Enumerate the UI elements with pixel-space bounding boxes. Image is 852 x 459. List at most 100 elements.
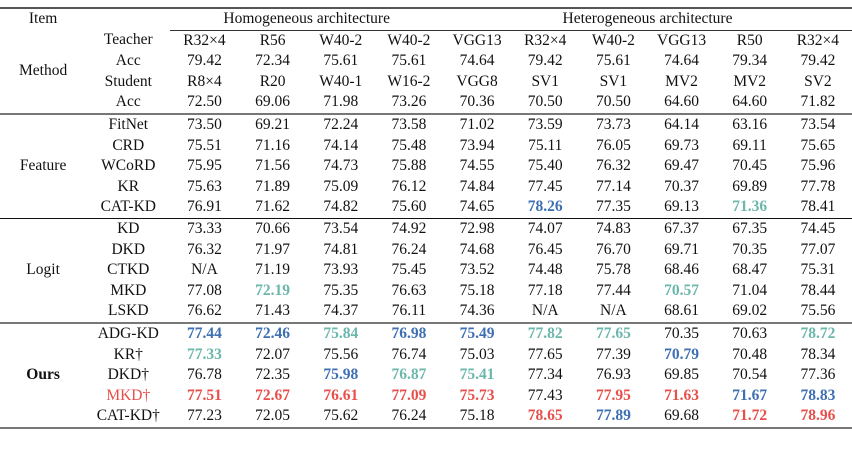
result-cell: 71.04 [732,281,768,299]
result-cell: 71.72 [732,407,768,425]
result-cell: 74.07 [527,219,563,237]
result-cell: 77.34 [527,366,563,384]
cell: R56 [259,31,286,49]
heterogeneous-header: Heterogeneous architecture [443,8,852,31]
result-cell: 69.71 [664,240,699,258]
result-cell: 72.35 [255,366,291,384]
cell: 70.50 [527,93,563,111]
table-row: CTKD N/A 71.19 73.93 75.45 73.52 74.48 75.78 68.… [0,260,852,281]
cell: 79.42 [187,52,222,70]
result-cell: 71.02 [459,115,495,133]
result-cell: 70.45 [732,157,768,175]
cell: 73.26 [391,93,427,111]
cell: VGG13 [452,31,502,49]
method-name: LSKD [108,302,149,320]
result-cell: 71.67 [732,386,768,404]
result-cell: 75.48 [391,136,427,154]
cell: SV1 [599,72,628,90]
table-row: Feature FitNet 73.50 69.21 72.24 73.58 71.02 73… [0,114,852,174]
result-cell: 69.85 [664,366,699,384]
table-row: CAT-KD 76.91 71.62 74.82 75.60 74.65 78.26 77.3… [0,197,852,219]
table-row: KR† 77.33 72.07 75.56 76.74 75.03 77.65 77.39 70… [0,345,852,366]
result-cell: 73.33 [187,219,222,237]
result-cell: 78.83 [800,386,836,404]
result-cell: 67.35 [732,219,768,237]
method-name: MKD [110,281,147,299]
result-cell: 75.35 [323,281,359,299]
result-cell: 71.43 [255,302,291,320]
result-cell: 75.41 [459,366,495,384]
result-cell: 71.56 [255,157,291,175]
method-name: CRD [112,136,145,154]
method-name: KR† [113,345,143,363]
result-cell: 77.95 [595,386,631,404]
cell: W40-1 [319,72,363,90]
result-cell: 77.23 [187,407,222,425]
result-cell: 77.36 [800,366,836,384]
table-row: MKD† 77.51 72.67 76.61 77.09 75.73 77.43 77.95 7… [0,386,852,407]
result-cell: 77.18 [527,281,563,299]
group-label-ours: Ours [26,366,60,384]
result-cell: 74.14 [323,136,359,154]
result-cell: 68.61 [664,302,699,320]
group-label-feature: Feature [19,157,67,175]
results-table: Item Homogeneous architecture Heterogene… [0,7,852,429]
method-name: KR [117,177,140,195]
result-cell: 77.44 [595,281,631,299]
method-row: Student R8×4 R20 W40-1 W16-2 VGG8 SV1 SV1 MV2 MV2… [0,72,852,93]
cell: R32×4 [796,31,840,49]
cell: R8×4 [187,72,222,90]
result-cell: 78.44 [800,281,836,299]
result-cell: 70.35 [664,324,699,342]
result-cell: 78.41 [800,198,836,216]
table-row: MKD 77.08 72.19 75.35 76.63 75.18 77.18 77.44 70… [0,281,852,302]
cell: W16-2 [387,72,431,90]
result-cell: 76.91 [187,198,222,216]
method-row: Acc 79.42 72.34 75.61 75.61 74.64 79.42 75.61 74… [0,51,852,72]
result-cell: 77.39 [595,345,631,363]
result-cell: 75.65 [800,136,836,154]
method-name: MKD† [106,386,151,404]
cell: W40-2 [387,31,431,49]
cell: 74.64 [459,52,495,70]
result-cell: 77.07 [800,240,836,258]
result-cell: 76.93 [595,366,631,384]
result-cell: 72.05 [255,407,291,425]
result-cell: 73.94 [459,136,495,154]
cell: R20 [259,72,286,90]
cell: VGG8 [456,72,498,90]
result-cell: 75.45 [391,261,427,279]
result-cell: 75.49 [459,324,495,342]
result-cell: N/A [191,261,218,279]
result-cell: 73.73 [595,115,631,133]
result-cell: 70.54 [732,366,768,384]
cell: 70.36 [459,93,495,111]
result-cell: 78.72 [800,324,836,342]
result-cell: 77.43 [527,386,563,404]
result-cell: 75.96 [800,157,836,175]
result-cell: 76.05 [595,136,631,154]
result-cell: N/A [600,302,627,320]
result-cell: 74.55 [459,157,495,175]
result-cell: 76.62 [187,302,222,320]
result-cell: 71.19 [255,261,291,279]
cell: SV1 [531,72,560,90]
result-cell: 77.45 [527,177,563,195]
result-cell: 68.46 [664,261,699,279]
group-label-method: Method [18,62,68,80]
result-cell: 76.87 [391,366,427,384]
table-row: Logit KD 73.33 70.66 73.54 74.92 72.98 74.07 74.… [0,218,852,278]
result-cell: 76.74 [391,345,427,363]
cell: 69.06 [255,93,291,111]
result-cell: 76.24 [391,407,427,425]
cell: 79.42 [800,52,836,70]
cell: 74.64 [664,52,699,70]
table-row: CAT-KD† 77.23 72.05 75.62 76.24 75.18 78.65 77.… [0,406,852,428]
method-name: ADG-KD [97,324,159,342]
result-cell: 71.63 [664,386,699,404]
table-row: LSKD 76.62 71.43 74.37 76.11 74.36 N/A N/A 68.61… [0,301,852,323]
method-name: FitNet [108,115,149,133]
result-cell: 69.11 [732,136,767,154]
result-cell: 70.66 [255,219,291,237]
result-cell: 70.79 [664,345,699,363]
